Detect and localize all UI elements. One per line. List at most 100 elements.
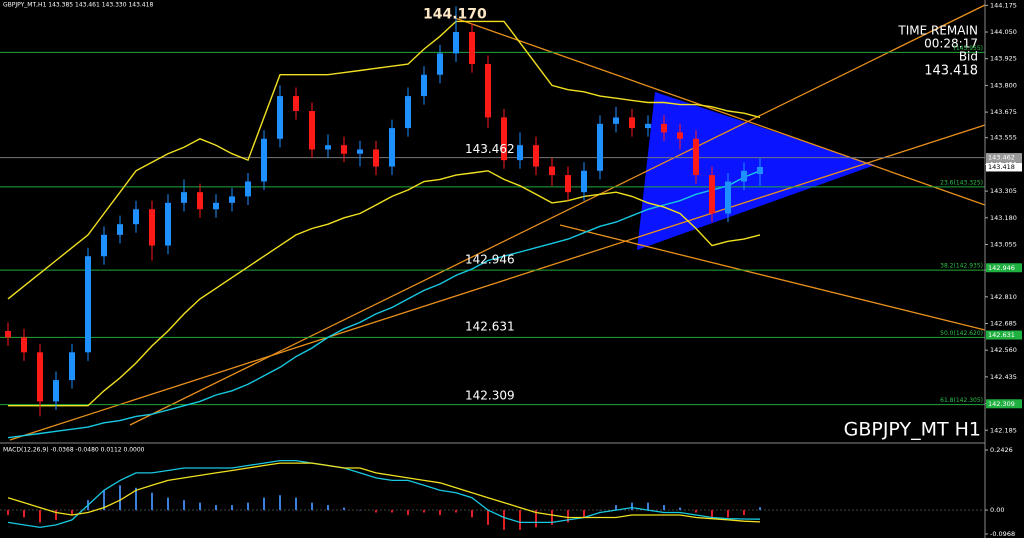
y-tick-label: 0.2426 bbox=[990, 446, 1013, 454]
macd-bar bbox=[279, 495, 281, 511]
macd-bar bbox=[711, 510, 713, 518]
candle-body bbox=[101, 234, 107, 257]
candle-body bbox=[341, 145, 347, 154]
y-tick-label: 144.175 bbox=[990, 1, 1017, 9]
macd-bar bbox=[199, 502, 201, 511]
candle-body bbox=[53, 380, 59, 402]
candle-body bbox=[549, 166, 555, 176]
candle-body bbox=[405, 96, 411, 129]
candle-body bbox=[757, 166, 763, 175]
candle-body bbox=[741, 170, 747, 182]
candle-body bbox=[213, 202, 219, 210]
candle-body bbox=[485, 64, 491, 118]
macd-bar bbox=[423, 510, 425, 513]
price-tag bbox=[986, 330, 1022, 340]
trend-line bbox=[454, 17, 986, 206]
y-tick-label: 0.00 bbox=[990, 506, 1004, 514]
macd-bar bbox=[471, 510, 473, 518]
macd-bar bbox=[215, 505, 217, 511]
candle-body bbox=[5, 330, 11, 338]
fib-label: (143.955) bbox=[954, 45, 984, 52]
level-label: 144.170 bbox=[423, 6, 487, 22]
macd-bar bbox=[103, 490, 105, 511]
candle-body bbox=[309, 111, 315, 150]
price-tag-label: 142.309 bbox=[988, 400, 1015, 408]
candle-body bbox=[725, 181, 731, 214]
candle-body bbox=[21, 337, 27, 353]
y-tick-label: 142.560 bbox=[990, 346, 1017, 354]
candle-body bbox=[677, 132, 683, 139]
indicator-line bbox=[7, 170, 761, 439]
macd-bar bbox=[663, 505, 665, 511]
macd-bar bbox=[343, 507, 345, 511]
candle-body bbox=[261, 138, 267, 182]
candle-body bbox=[133, 209, 139, 225]
candle-body bbox=[357, 149, 363, 154]
candle-body bbox=[277, 96, 283, 139]
candle-body bbox=[469, 32, 475, 65]
macd-bar bbox=[439, 510, 441, 515]
candle-body bbox=[325, 145, 331, 150]
macd-bar bbox=[679, 507, 681, 511]
y-tick-label: 143.675 bbox=[990, 108, 1017, 116]
candle-body bbox=[149, 209, 155, 246]
candle-body bbox=[117, 224, 123, 235]
level-label: 142.946 bbox=[465, 252, 515, 266]
macd-bar bbox=[727, 510, 729, 518]
macd-bar bbox=[487, 510, 489, 525]
macd-bar bbox=[599, 510, 601, 511]
y-tick-label: -0.0968 bbox=[990, 530, 1015, 538]
symbol-label: GBPJPY_MT H1 bbox=[844, 419, 981, 441]
y-tick-label: 142.810 bbox=[990, 293, 1017, 301]
macd-bar bbox=[647, 502, 649, 511]
macd-bar bbox=[231, 505, 233, 511]
macd-bar bbox=[247, 502, 249, 511]
candle-body bbox=[565, 175, 571, 193]
candle-body bbox=[501, 117, 507, 161]
timer-time: 00:28:17 bbox=[924, 37, 978, 51]
y-tick-label: 142.185 bbox=[990, 426, 1017, 434]
y-tick-label: 142.685 bbox=[990, 319, 1017, 327]
candle-body bbox=[453, 32, 459, 54]
candle-body bbox=[533, 145, 539, 167]
macd-bar bbox=[119, 485, 121, 511]
indicator-line bbox=[7, 20, 761, 300]
y-tick-label: 143.555 bbox=[990, 134, 1017, 142]
bid-label: Bid bbox=[959, 50, 978, 64]
level-label: 142.631 bbox=[465, 320, 515, 334]
candle-body bbox=[629, 117, 635, 129]
candle-body bbox=[197, 192, 203, 210]
candle-body bbox=[165, 202, 171, 246]
fib-label: 38.2(142.935) bbox=[940, 263, 983, 270]
y-tick-label: 143.305 bbox=[990, 187, 1017, 195]
macd-bar bbox=[359, 510, 361, 511]
macd-bar bbox=[583, 510, 585, 518]
macd-bar bbox=[263, 497, 265, 511]
macd-bar bbox=[503, 510, 505, 530]
candle-body bbox=[581, 170, 587, 193]
macd-bar bbox=[567, 510, 569, 523]
macd-bar bbox=[743, 510, 745, 515]
macd-bar bbox=[135, 487, 137, 511]
trend-line bbox=[129, 4, 986, 426]
y-tick-label: 143.180 bbox=[990, 214, 1017, 222]
fib-label: 23.6(143.325) bbox=[940, 179, 983, 186]
macd-bar bbox=[391, 510, 393, 513]
macd-bar bbox=[535, 510, 537, 528]
macd-bar bbox=[183, 500, 185, 511]
price-tag-label: 143.418 bbox=[988, 163, 1015, 171]
macd-line bbox=[7, 462, 761, 523]
candle-body bbox=[613, 117, 619, 124]
trend-line bbox=[9, 124, 986, 441]
macd-bar bbox=[695, 510, 697, 513]
candle-body bbox=[597, 123, 603, 171]
candle-body bbox=[693, 138, 699, 176]
price-tag bbox=[986, 162, 1022, 172]
macd-bar bbox=[55, 510, 57, 520]
price-tag-label: 143.462 bbox=[988, 154, 1015, 162]
y-tick-label: 142.435 bbox=[990, 373, 1017, 381]
macd-bar bbox=[759, 507, 761, 511]
fib-label: 61.8(142.305) bbox=[940, 397, 983, 404]
